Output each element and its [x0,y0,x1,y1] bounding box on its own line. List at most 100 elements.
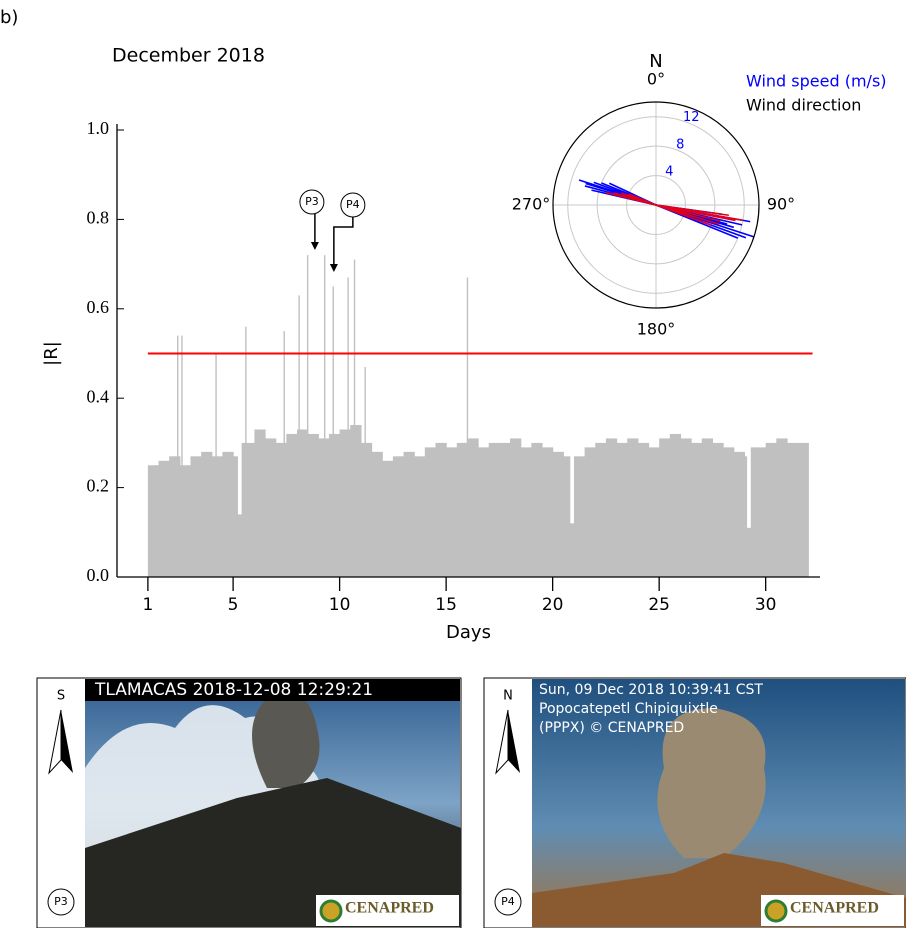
bar [563,456,570,577]
tag-label: P3 [54,895,68,908]
bar [691,443,702,577]
bar [286,434,297,577]
annotation-arrow [334,217,353,265]
logo-emblem [766,901,786,921]
y-tick-label: 0.8 [87,208,110,228]
bar [212,456,223,577]
logo-text: CENAPRED [345,900,434,917]
bar [570,523,575,577]
spike-bar [181,336,182,577]
bar [776,438,787,577]
bar [734,452,745,577]
bar [159,461,170,577]
bar [425,447,436,577]
bar [467,438,478,577]
x-tick-label: 15 [435,595,457,615]
angle-tick-label: 0° [647,70,665,89]
bar [766,443,777,577]
bar [510,438,521,577]
bar [350,425,361,577]
annotation-label: P3 [305,195,319,208]
annotation-arrowhead [330,264,338,272]
caption: (PPPX) © CENAPRED [539,720,684,736]
caption: Sun, 09 Dec 2018 10:39:41 CST [539,682,763,698]
y-axis-label: |R| [41,341,62,366]
spike-bar [467,278,468,577]
spike-bar [324,255,325,577]
x-axis-label: Days [446,622,491,643]
angle-tick-label: 90° [767,195,795,214]
polar-title: N [649,51,662,72]
bar [242,443,255,577]
bar [585,447,596,577]
y-tick-label: 0.6 [87,297,110,317]
tag-label: P4 [501,895,515,908]
bar [169,456,180,577]
caption: Popocatepetl Chipiquixtle [539,701,718,717]
annotation-label: P4 [346,198,360,211]
bar [446,447,457,577]
x-tick-label: 1 [142,595,153,615]
bar [617,443,628,577]
spike-bar [245,327,246,577]
bar [680,438,691,577]
bar [435,443,446,577]
bar [265,438,276,577]
legend-label: Wind speed (m/s) [746,72,887,91]
bar [478,447,489,577]
x-tick-label: 10 [329,595,351,615]
spike-bar [307,255,308,577]
bar [457,443,468,577]
spike-bar [354,260,355,577]
radial-tick-label: 4 [665,165,673,180]
plume [252,692,320,788]
legend-label: Wind direction [746,96,861,115]
bar [521,447,532,577]
bar [702,438,713,577]
y-tick-label: 0.0 [87,565,110,585]
x-tick-label: 20 [542,595,564,615]
spike-bar [333,286,334,577]
bar [595,443,606,577]
x-tick-label: 25 [648,595,670,615]
bar [712,443,723,577]
bar [659,438,670,577]
bar [606,438,617,577]
bar [201,452,212,577]
bar [190,456,201,577]
bar [233,456,238,577]
spike-bar [177,336,178,577]
x-tick-label: 30 [755,595,777,615]
annotation-arrowhead [311,242,319,250]
angle-tick-label: 270° [512,195,551,214]
compass-letter: N [503,689,513,704]
logo-emblem [321,901,341,921]
bar [361,443,372,577]
figure: b) December 20180.00.20.40.60.81.0151015… [0,0,906,928]
bar [393,456,404,577]
bar [329,434,340,577]
bar [254,429,265,577]
bar [308,434,319,577]
bar [723,447,734,577]
bar [649,447,660,577]
bar [627,438,638,577]
radial-tick-label: 12 [683,110,700,125]
y-tick-label: 0.4 [87,386,110,406]
bar [237,514,242,577]
bar [553,452,564,577]
bar [148,465,159,577]
bar [404,452,415,577]
bar [276,443,287,577]
bar [670,434,681,577]
bar [340,429,351,577]
bar [318,438,329,577]
x-tick-label: 5 [228,595,239,615]
radial-tick-label: 8 [676,137,684,152]
y-tick-label: 1.0 [87,118,110,138]
y-tick-label: 0.2 [87,476,110,496]
bar [499,443,510,577]
bar [489,443,500,577]
bar [798,443,809,577]
bar [747,528,752,577]
